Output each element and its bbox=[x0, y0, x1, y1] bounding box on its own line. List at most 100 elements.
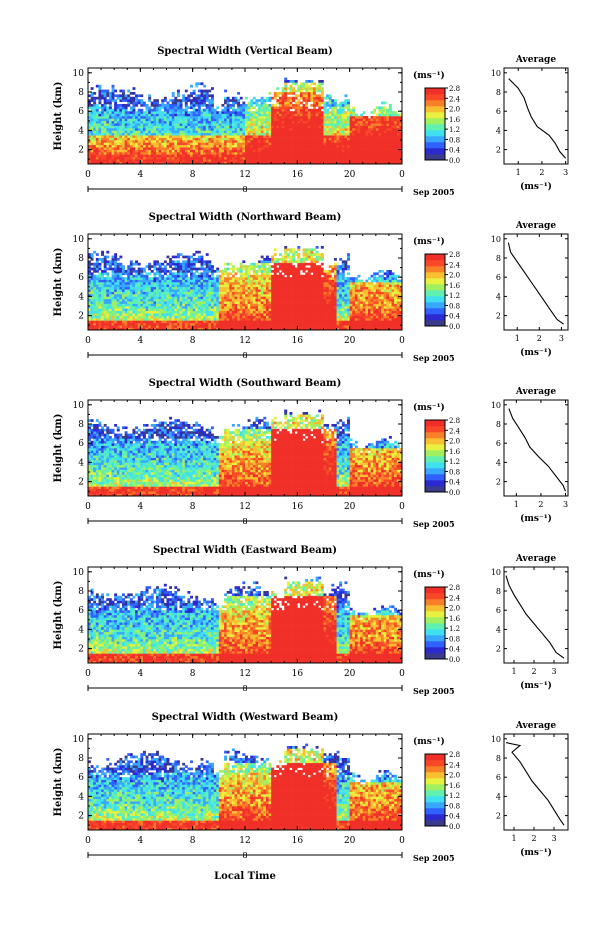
avg-y-tick-label: 6 bbox=[496, 107, 501, 116]
colorbar-segment bbox=[425, 426, 445, 432]
avg-y-tick-label: 10 bbox=[491, 735, 501, 744]
colorbar-tick-label: 2.4 bbox=[449, 427, 461, 435]
colorbar-tick-label: 0.8 bbox=[449, 136, 460, 144]
colorbar-segment bbox=[425, 593, 445, 599]
day-marker: 8 bbox=[242, 684, 247, 693]
colorbar-segment bbox=[425, 820, 445, 826]
colorbar-segment bbox=[425, 587, 445, 593]
avg-x-tick-label: 3 bbox=[551, 667, 556, 676]
colorbar-tick-label: 2.8 bbox=[449, 751, 460, 759]
day-marker: 8 bbox=[242, 185, 247, 194]
colorbar-segment bbox=[425, 766, 445, 772]
day-marker: 8 bbox=[242, 851, 247, 860]
colorbar-tick-label: 1.6 bbox=[449, 448, 461, 456]
colorbar-segment bbox=[425, 653, 445, 659]
colorbar-segment bbox=[425, 480, 445, 486]
colorbar-tick-label: 1.2 bbox=[449, 792, 460, 800]
y-tick-label: 10 bbox=[73, 568, 85, 578]
y-tick-label: 2 bbox=[78, 146, 84, 156]
colorbar-tick-label: 1.2 bbox=[449, 292, 460, 300]
y-tick-label: 6 bbox=[78, 107, 84, 117]
colorbar-segment bbox=[425, 142, 445, 148]
avg-x-tick-label: 1 bbox=[516, 168, 521, 177]
x-tick-label: 20 bbox=[344, 336, 356, 346]
date-label: Sep 2005 bbox=[413, 519, 455, 529]
avg-y-tick-label: 10 bbox=[491, 568, 501, 577]
colorbar-segment bbox=[425, 124, 445, 130]
colorbar-segment bbox=[425, 118, 445, 124]
x-tick-label: 0 bbox=[399, 336, 405, 346]
x-tick-label: 12 bbox=[239, 170, 250, 180]
colorbar-tick-label: 0.8 bbox=[449, 802, 460, 810]
colorbar-segment bbox=[425, 302, 445, 308]
y-tick-label: 10 bbox=[73, 401, 85, 411]
colorbar-tick-label: 0.4 bbox=[449, 147, 461, 155]
colorbar-tick-label: 1.2 bbox=[449, 126, 460, 134]
colorbar-segment bbox=[425, 754, 445, 760]
average-profile-line bbox=[508, 243, 563, 325]
avg-y-tick-label: 10 bbox=[491, 69, 501, 78]
y-tick-label: 8 bbox=[78, 420, 84, 430]
colorbar-segment bbox=[425, 154, 445, 160]
colorbar-tick-label: 2.4 bbox=[449, 761, 461, 769]
colorbar-tick-label: 2.0 bbox=[449, 438, 460, 446]
average-profile-line bbox=[509, 409, 566, 492]
colorbar-segment bbox=[425, 130, 445, 136]
avg-y-tick-label: 4 bbox=[496, 792, 501, 801]
x-tick-label: 0 bbox=[85, 170, 91, 180]
colorbar-segment bbox=[425, 790, 445, 796]
x-tick-label: 12 bbox=[239, 836, 250, 846]
colorbar-unit: (ms⁻¹) bbox=[413, 70, 445, 81]
avg-x-tick-label: 2 bbox=[531, 834, 536, 843]
y-axis-label: Height (km) bbox=[53, 581, 64, 650]
colorbar-segment bbox=[425, 438, 445, 444]
colorbar-segment bbox=[425, 647, 445, 653]
date-label: Sep 2005 bbox=[413, 853, 455, 863]
panel-title: Spectral Width (Northward Beam) bbox=[149, 212, 342, 223]
y-tick-label: 8 bbox=[78, 587, 84, 597]
y-tick-label: 2 bbox=[78, 812, 84, 822]
avg-y-tick-label: 2 bbox=[496, 312, 501, 321]
colorbar-segment bbox=[425, 308, 445, 314]
heatmap-field bbox=[88, 246, 402, 330]
colorbar-tick-label: 1.6 bbox=[449, 116, 461, 124]
colorbar-tick-label: 2.4 bbox=[449, 95, 461, 103]
colorbar-tick-label: 1.6 bbox=[449, 615, 461, 623]
x-axis-label: Local Time bbox=[214, 871, 276, 882]
colorbar-tick-label: 0.8 bbox=[449, 468, 460, 476]
colorbar-segment bbox=[425, 814, 445, 820]
x-tick-label: 16 bbox=[292, 502, 304, 512]
colorbar-tick-label: 1.2 bbox=[449, 625, 460, 633]
y-tick-label: 10 bbox=[73, 69, 85, 79]
x-tick-label: 12 bbox=[239, 336, 250, 346]
colorbar-segment bbox=[425, 462, 445, 468]
y-tick-label: 2 bbox=[78, 478, 84, 488]
colorbar-segment bbox=[425, 611, 445, 617]
colorbar-tick-label: 0.8 bbox=[449, 302, 460, 310]
x-tick-label: 16 bbox=[292, 170, 304, 180]
colorbar-tick-label: 2.0 bbox=[449, 106, 460, 114]
y-tick-label: 2 bbox=[78, 645, 84, 655]
colorbar-segment bbox=[425, 320, 445, 326]
avg-y-tick-label: 4 bbox=[496, 126, 501, 135]
x-tick-label: 0 bbox=[85, 836, 91, 846]
avg-x-tick-label: 3 bbox=[559, 334, 564, 343]
x-tick-label: 8 bbox=[190, 836, 196, 846]
x-tick-label: 20 bbox=[344, 669, 356, 679]
x-tick-label: 12 bbox=[239, 502, 250, 512]
y-axis-label: Height (km) bbox=[53, 248, 64, 317]
avg-x-tick-label: 1 bbox=[511, 834, 516, 843]
colorbar-tick-label: 0.4 bbox=[449, 646, 461, 654]
average-title: Average bbox=[515, 55, 556, 65]
colorbar-tick-label: 0.0 bbox=[449, 489, 460, 497]
colorbar-segment bbox=[425, 284, 445, 290]
date-label: Sep 2005 bbox=[413, 353, 455, 363]
colorbar-segment bbox=[425, 802, 445, 808]
avg-x-tick-label: 3 bbox=[563, 500, 568, 509]
colorbar-unit: (ms⁻¹) bbox=[413, 236, 445, 247]
heatmap-field bbox=[88, 577, 402, 664]
avg-x-tick-label: 2 bbox=[531, 667, 536, 676]
panel-title: Spectral Width (Westward Beam) bbox=[152, 712, 339, 723]
avg-y-tick-label: 10 bbox=[491, 401, 501, 410]
colorbar-tick-label: 1.6 bbox=[449, 782, 461, 790]
